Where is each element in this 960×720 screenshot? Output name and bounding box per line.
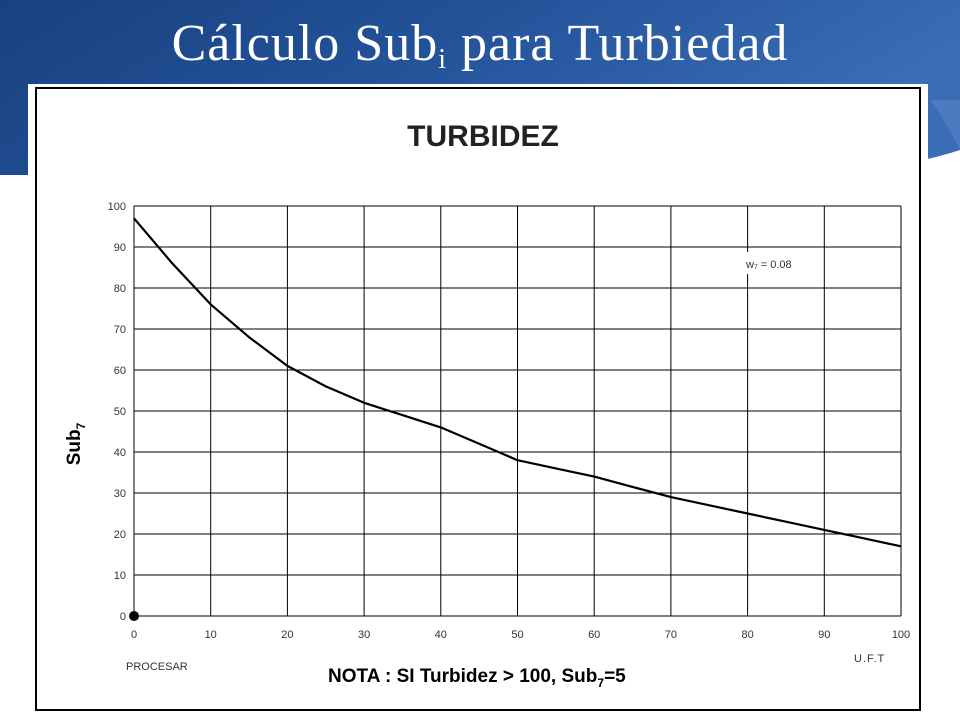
x-axis-label: U.F.T (854, 653, 885, 665)
y-tick-label: 30 (114, 488, 126, 500)
x-tick-label: 20 (281, 629, 293, 641)
y-tick-label: 80 (114, 283, 126, 295)
chart-note-subscript: 7 (597, 676, 604, 690)
x-tick-label: 100 (892, 629, 910, 641)
grid-layer (133, 205, 902, 617)
chart-note-main: NOTA : SI Turbidez > 100, Sub (328, 666, 597, 687)
weight-annotation-box (742, 252, 818, 274)
chart-title: TURBIDEZ (407, 120, 559, 153)
slide-title-subscript: i (438, 44, 448, 75)
chart-note-tail: =5 (604, 666, 626, 687)
tick-layer: 0 10 20 30 40 50 60 70 80 90 100 0 10 20 30 40 50 60 70 80 9… (108, 201, 911, 641)
chart-border (35, 87, 921, 711)
y-tick-label: 20 (114, 529, 126, 541)
x-tick-label: 90 (818, 629, 830, 641)
y-tick-label: 40 (114, 447, 126, 459)
chart-note: NOTA : SI Turbidez > 100, Sub7=5 (328, 666, 626, 690)
y-axis-label-main: Sub (64, 429, 85, 465)
weight-annotation: w₇ = 0.08 (745, 259, 792, 271)
y-axis-label: Sub7 (64, 422, 88, 465)
series-layer (129, 217, 902, 621)
svg-text:Sub7: Sub7 (64, 422, 88, 465)
origin-marker-point (129, 611, 139, 621)
y-tick-label: 0 (120, 611, 126, 623)
x-tick-label: 70 (665, 629, 677, 641)
x-tick-label: 80 (741, 629, 753, 641)
x-tick-label: 0 (131, 629, 137, 641)
process-label: PROCESAR (126, 661, 188, 673)
turbidity-curve (133, 217, 902, 548)
y-axis-label-subscript: 7 (74, 422, 88, 429)
y-tick-label: 70 (114, 324, 126, 336)
x-tick-label: 50 (511, 629, 523, 641)
x-tick-label: 40 (435, 629, 447, 641)
slide-title: Cálculo Subi para Turbiedad (0, 8, 960, 80)
slide-title-main: Cálculo Sub (171, 15, 439, 72)
y-tick-label: 50 (114, 406, 126, 418)
x-tick-label: 30 (358, 629, 370, 641)
y-tick-label: 60 (114, 365, 126, 377)
x-tick-label: 10 (205, 629, 217, 641)
y-tick-label: 100 (108, 201, 126, 213)
chart-frame: 0 10 20 30 40 50 60 70 80 90 100 0 10 20 30 40 50 60 70 80 9… (28, 84, 928, 714)
slide-title-tail: para Turbiedad (447, 15, 789, 72)
x-tick-label: 60 (588, 629, 600, 641)
y-tick-label: 90 (114, 242, 126, 254)
turbidity-chart: 0 10 20 30 40 50 60 70 80 90 100 0 10 20 30 40 50 60 70 80 9… (35, 87, 921, 711)
y-tick-label: 10 (114, 570, 126, 582)
